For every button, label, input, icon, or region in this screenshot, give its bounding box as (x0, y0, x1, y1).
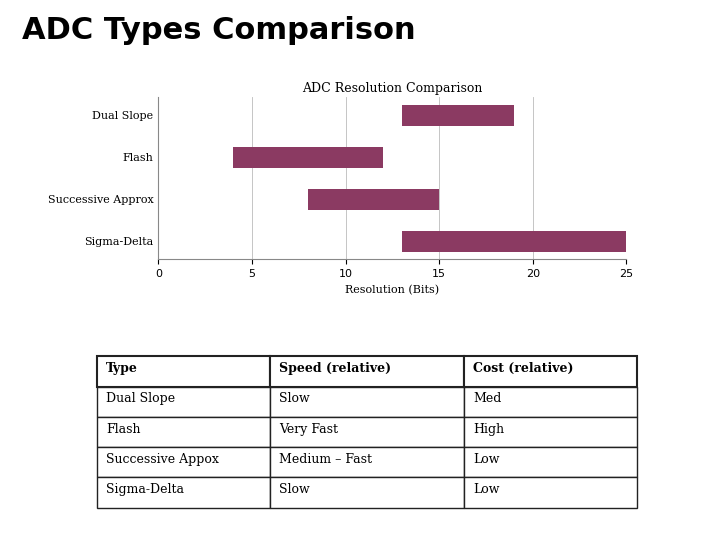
Text: Type: Type (106, 362, 138, 375)
Text: Low: Low (473, 483, 500, 496)
Text: Medium – Fast: Medium – Fast (279, 453, 372, 466)
Text: Slow: Slow (279, 393, 310, 406)
Bar (308, 188, 439, 210)
Text: Dual Slope: Dual Slope (106, 393, 175, 406)
Text: Med: Med (473, 393, 501, 406)
Text: High: High (473, 423, 504, 436)
Text: Slow: Slow (279, 483, 310, 496)
Bar (402, 105, 514, 126)
Text: Sigma-Delta: Sigma-Delta (106, 483, 184, 496)
Bar (402, 231, 626, 252)
Text: Low: Low (473, 453, 500, 466)
Text: ADC Types Comparison: ADC Types Comparison (22, 16, 415, 45)
Text: Successive Appox: Successive Appox (106, 453, 219, 466)
Title: ADC Resolution Comparison: ADC Resolution Comparison (302, 82, 482, 94)
Text: Cost (relative): Cost (relative) (473, 362, 574, 375)
Text: Very Fast: Very Fast (279, 423, 338, 436)
Text: Speed (relative): Speed (relative) (279, 362, 391, 375)
Text: Flash: Flash (106, 423, 140, 436)
Bar (233, 147, 383, 168)
X-axis label: Resolution (Bits): Resolution (Bits) (346, 285, 439, 295)
